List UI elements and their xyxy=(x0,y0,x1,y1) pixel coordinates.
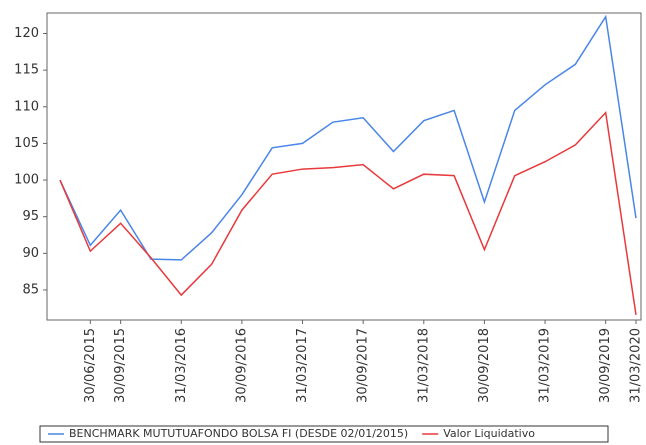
x-tick-label: 31/03/2017 xyxy=(295,328,310,403)
series-line xyxy=(59,14,637,261)
y-tick-label: 95 xyxy=(22,209,39,224)
y-tick-label: 100 xyxy=(14,173,39,188)
plot-frame xyxy=(46,12,642,321)
y-tick-label: 105 xyxy=(14,136,39,151)
x-tick-label: 30/09/2015 xyxy=(113,328,128,403)
y-tick-label: 85 xyxy=(22,282,39,297)
legend-label: Valor Liquidativo xyxy=(443,427,535,440)
x-tick-label: 31/03/2018 xyxy=(416,328,431,403)
x-tick-label: 30/09/2019 xyxy=(598,328,613,403)
y-tick-label: 110 xyxy=(14,99,39,114)
series-line xyxy=(59,111,637,315)
x-tick-label: 31/03/2019 xyxy=(538,328,553,403)
legend-box xyxy=(39,425,609,443)
x-tick-label: 31/03/2020 xyxy=(629,328,644,403)
x-tick-label: 30/06/2015 xyxy=(83,328,98,403)
y-tick-label: 120 xyxy=(14,26,39,41)
x-tick-label: 30/09/2017 xyxy=(356,328,371,403)
y-tick-label: 115 xyxy=(14,63,39,78)
x-tick-label: 31/03/2016 xyxy=(174,328,189,403)
legend-label: BENCHMARK MUTUTUAFONDO BOLSA FI (DESDE 0… xyxy=(69,427,408,440)
y-tick-label: 90 xyxy=(22,246,39,261)
x-tick-label: 30/09/2016 xyxy=(234,328,249,403)
x-tick-label: 30/09/2018 xyxy=(477,328,492,403)
